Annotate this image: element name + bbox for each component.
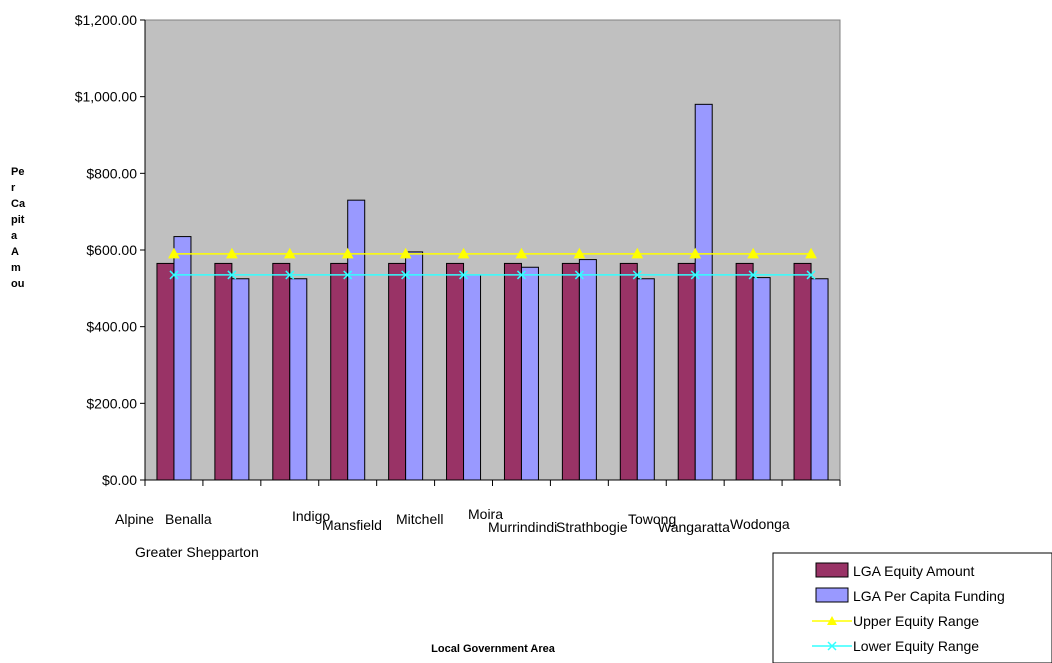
bar-lga-equity-amount-9 (677, 262, 696, 481)
point-lower-equity-range-7 (574, 270, 584, 280)
point-lower-equity-range-4 (401, 270, 411, 280)
bar-lga-equity-amount-3 (330, 262, 349, 481)
legend-label-upper-equity-range: Upper Equity Range (853, 613, 979, 629)
bar-lga-per-capita-funding-4 (405, 251, 424, 481)
point-upper-equity-range-4 (399, 247, 412, 259)
point-upper-equity-range-6 (515, 247, 528, 259)
x-category-label: Indigo (292, 508, 330, 524)
bar-lga-per-capita-funding-1 (231, 278, 250, 481)
legend-label-lga-per-capita-funding: LGA Per Capita Funding (853, 588, 1005, 604)
bar-lga-per-capita-funding-10 (752, 277, 771, 481)
point-lower-equity-range-10 (748, 270, 758, 280)
y-axis-title-fragment: Pe (11, 166, 24, 178)
x-tick-labels: Alpine Benalla Greater Shepparton IndigoMan… (115, 506, 790, 560)
x-category-label: Greater Shepparton (135, 544, 259, 560)
y-axis-title-fragment: pit (11, 214, 25, 226)
point-lower-equity-range-1 (227, 270, 237, 280)
legend-marker-lower-equity-range (827, 641, 837, 651)
y-tick-label: $400.00 (86, 319, 137, 335)
x-category-label: Mitchell (396, 511, 443, 527)
bar-lga-equity-amount-11 (793, 262, 812, 481)
point-lower-equity-range-8 (632, 270, 642, 280)
point-upper-equity-range-1 (226, 247, 238, 259)
bar-lga-per-capita-funding-5 (463, 274, 482, 481)
bar-lga-equity-amount-10 (735, 262, 754, 481)
line-group (168, 247, 817, 280)
x-category-label: Mansfield (322, 517, 382, 533)
x-category-label: Wodonga (730, 516, 790, 532)
y-tick-labels: $0.00 $200.00 $400.00 $600.00 $800.00 $1,000.… (75, 12, 138, 488)
bar-lga-per-capita-funding-2 (289, 278, 308, 481)
legend-label-lower-equity-range: Lower Equity Range (853, 638, 979, 654)
legend-swatch-lga-equity-amount (815, 562, 849, 578)
point-upper-equity-range-9 (689, 247, 702, 259)
x-category-label: Alpine (115, 511, 154, 527)
bar-lga-equity-amount-4 (388, 262, 407, 481)
x-category-label: Benalla (165, 511, 212, 527)
y-tick-label: $200.00 (86, 395, 137, 411)
bar-lga-per-capita-funding-3 (347, 199, 366, 481)
x-category-label: Towong (628, 511, 676, 527)
point-upper-equity-range-10 (747, 247, 759, 259)
x-category-label: Murrindindi (488, 519, 557, 535)
bar-lga-equity-amount-5 (446, 262, 465, 481)
point-lower-equity-range-6 (516, 270, 526, 280)
point-lower-equity-range-9 (690, 270, 700, 280)
legend-swatch-lga-per-capita-funding (815, 587, 849, 603)
y-tick-label: $600.00 (86, 242, 137, 258)
legend-label-lga-equity-amount: LGA Equity Amount (853, 563, 975, 579)
point-lower-equity-range-5 (459, 270, 469, 280)
y-tick-label: $1,200.00 (75, 12, 137, 28)
bar-lga-equity-amount-2 (272, 262, 291, 481)
bar-group (156, 103, 829, 481)
point-upper-equity-range-2 (283, 247, 296, 259)
point-upper-equity-range-11 (805, 247, 817, 259)
x-category-label: Wangaratta (658, 519, 730, 535)
point-lower-equity-range-0 (169, 270, 179, 280)
bar-lga-equity-amount-6 (503, 262, 522, 481)
y-axis-title-fragment: ou (11, 278, 24, 290)
axes (140, 19, 841, 486)
point-upper-equity-range-8 (631, 247, 644, 259)
point-upper-equity-range-5 (457, 247, 470, 259)
bar-lga-equity-amount-0 (156, 262, 175, 481)
bar-lga-per-capita-funding-11 (810, 278, 829, 481)
y-axis-title-fragment: a (11, 230, 18, 242)
y-axis-title-fragment: A (11, 246, 19, 258)
bar-lga-equity-amount-8 (619, 262, 638, 481)
point-upper-equity-range-0 (168, 247, 180, 259)
point-upper-equity-range-3 (341, 247, 354, 259)
bar-lga-per-capita-funding-9 (694, 103, 713, 481)
point-lower-equity-range-3 (343, 270, 353, 280)
y-tick-label: $800.00 (86, 165, 137, 181)
x-category-label: Strathbogie (556, 519, 628, 535)
y-axis-title: Pe r Ca pit aAm ou (11, 166, 26, 290)
bar-lga-equity-amount-7 (561, 262, 580, 481)
y-axis-title-fragment: r (11, 182, 16, 194)
point-upper-equity-range-7 (573, 247, 586, 259)
x-axis-title: Local Government Area (431, 643, 556, 655)
point-lower-equity-range-11 (806, 270, 816, 280)
point-lower-equity-range-2 (285, 270, 295, 280)
plot-area (144, 19, 841, 481)
y-tick-label: $1,000.00 (75, 89, 137, 105)
y-tick-label: $0.00 (102, 472, 137, 488)
x-category-label: Moira (468, 506, 503, 522)
bar-lga-per-capita-funding-8 (636, 278, 655, 481)
bar-lga-equity-amount-1 (214, 262, 233, 481)
y-axis-title-fragment: m (11, 262, 21, 274)
bar-lga-per-capita-funding-7 (578, 259, 597, 481)
legend: LGA Equity Amount LGA Per Capita Funding U… (772, 552, 1052, 663)
y-axis-title-fragment: Ca (11, 198, 26, 210)
legend-marker-upper-equity-range (827, 616, 837, 625)
bar-lga-per-capita-funding-6 (520, 266, 539, 481)
